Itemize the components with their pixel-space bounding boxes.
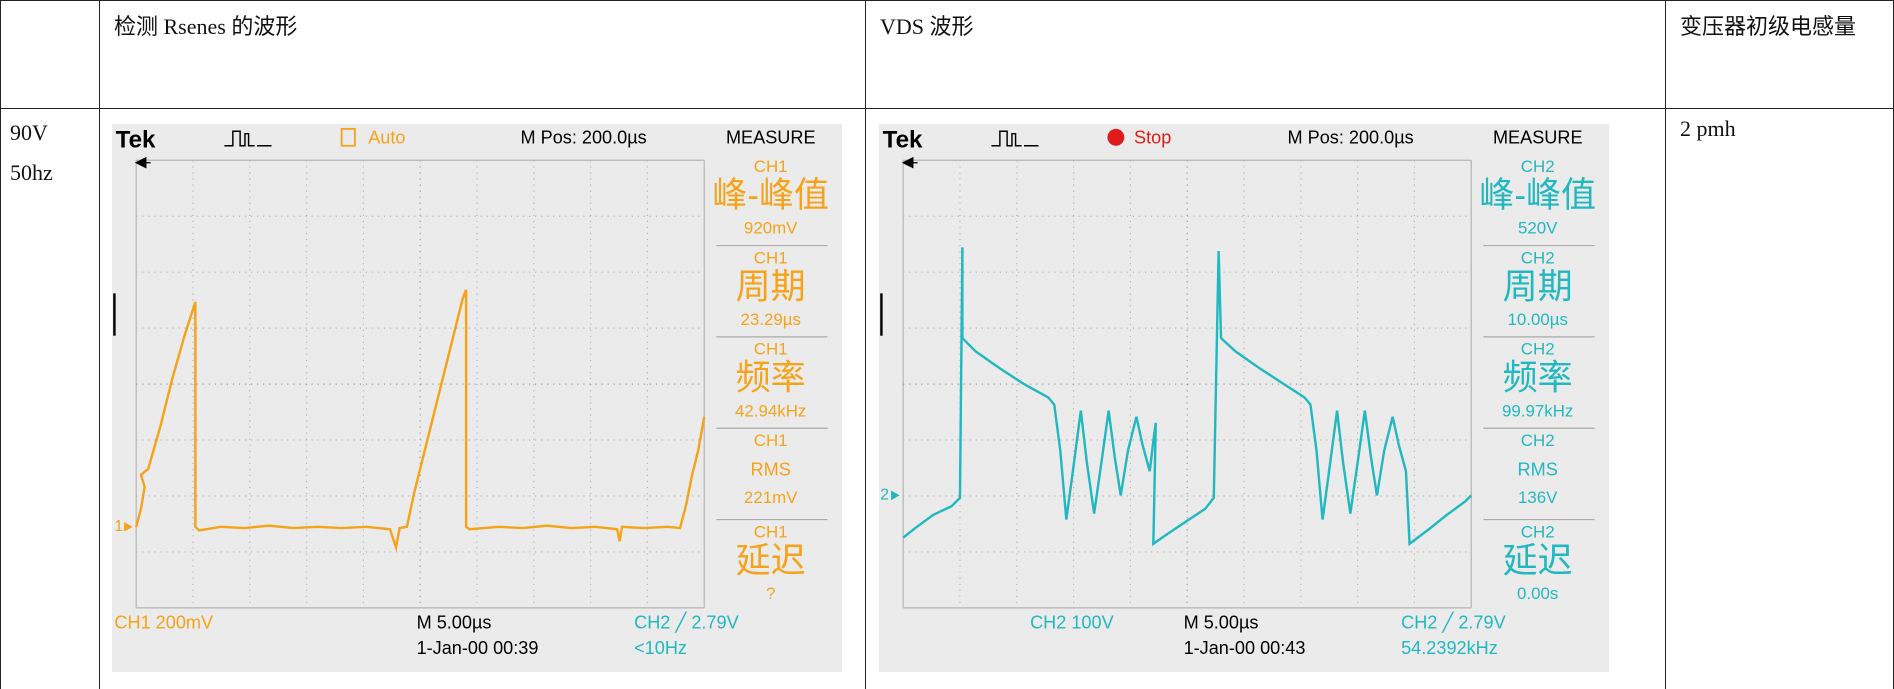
- frequency: 54.2392kHz: [1401, 638, 1498, 658]
- measure-value: ?: [766, 584, 775, 603]
- row-label: 50hz: [10, 154, 53, 192]
- header-cell: VDS 波形: [880, 8, 974, 46]
- measure-value: 42.94kHz: [735, 401, 806, 420]
- measure-name: RMS: [751, 459, 791, 479]
- rule: [99, 0, 100, 689]
- measure-title: MEASURE: [1493, 127, 1583, 147]
- measure-channel: CH2: [1521, 340, 1555, 359]
- timestamp: 1-Jan-00 00:43: [1184, 638, 1306, 658]
- stop-icon: [1107, 129, 1124, 146]
- ground-marker: 2: [880, 487, 889, 504]
- measure-name: 峰-峰值: [712, 176, 829, 215]
- trigger: CH2 ╱ 2.79V: [634, 611, 739, 633]
- measure-name: 周期: [1503, 267, 1573, 306]
- page: 检测 Rsenes 的波形 VDS 波形 变压器初级电感量 90V 50hz 2…: [0, 0, 1894, 689]
- header-cell: 检测 Rsenes 的波形: [114, 8, 297, 46]
- rule: [0, 0, 1894, 1]
- measure-name: 频率: [736, 359, 806, 398]
- measure-channel: CH2: [1521, 522, 1555, 541]
- position: M Pos: 200.0µs: [1288, 127, 1414, 147]
- rule: [865, 0, 866, 689]
- measure-name: RMS: [1518, 459, 1558, 479]
- ground-marker: 1: [114, 518, 123, 535]
- rule: [0, 108, 1894, 109]
- measure-name: 频率: [1503, 359, 1573, 398]
- channel-scale: CH1 200mV: [114, 612, 214, 632]
- measure-channel: CH2: [1521, 248, 1555, 267]
- trigger: CH2 ╱ 2.79V: [1401, 611, 1506, 633]
- acq-mode: Stop: [1134, 127, 1171, 147]
- measure-value: 23.29µs: [740, 310, 800, 329]
- frequency: <10Hz: [634, 638, 687, 658]
- timestamp: 1-Jan-00 00:39: [417, 638, 539, 658]
- measure-value: 0.00s: [1517, 584, 1558, 603]
- measure-channel: CH2: [1521, 157, 1555, 176]
- brand: Tek: [883, 126, 923, 153]
- measure-value: 136V: [1518, 488, 1558, 507]
- measure-channel: CH1: [754, 340, 788, 359]
- measure-channel: CH1: [754, 157, 788, 176]
- rule: [0, 0, 1, 689]
- rule: [1665, 0, 1666, 689]
- header-cell: 变压器初级电感量: [1680, 8, 1885, 46]
- timebase: M 5.00µs: [417, 612, 492, 632]
- channel-scale: CH2 100V: [1030, 612, 1114, 632]
- measure-value: 920mV: [744, 219, 798, 238]
- measure-channel: CH1: [754, 248, 788, 267]
- measure-channel: CH1: [754, 431, 788, 450]
- measure-channel: CH1: [754, 522, 788, 541]
- position: M Pos: 200.0µs: [521, 127, 647, 147]
- measure-value: 221mV: [744, 488, 798, 507]
- measure-name: 峰-峰值: [1479, 176, 1596, 215]
- measure-name: 延迟: [1503, 541, 1573, 580]
- measure-value: 99.97kHz: [1502, 401, 1573, 420]
- inductance: 2 pmh: [1680, 110, 1736, 148]
- measure-channel: CH2: [1521, 431, 1555, 450]
- acq-mode: Auto: [368, 127, 405, 147]
- measure-value: 520V: [1518, 219, 1558, 238]
- row-label: 90V: [10, 114, 48, 152]
- measure-name: 延迟: [736, 541, 806, 580]
- brand: Tek: [116, 126, 156, 153]
- measure-name: 周期: [736, 267, 806, 306]
- measure-value: 10.00µs: [1507, 310, 1567, 329]
- timebase: M 5.00µs: [1184, 612, 1259, 632]
- measure-title: MEASURE: [726, 127, 816, 147]
